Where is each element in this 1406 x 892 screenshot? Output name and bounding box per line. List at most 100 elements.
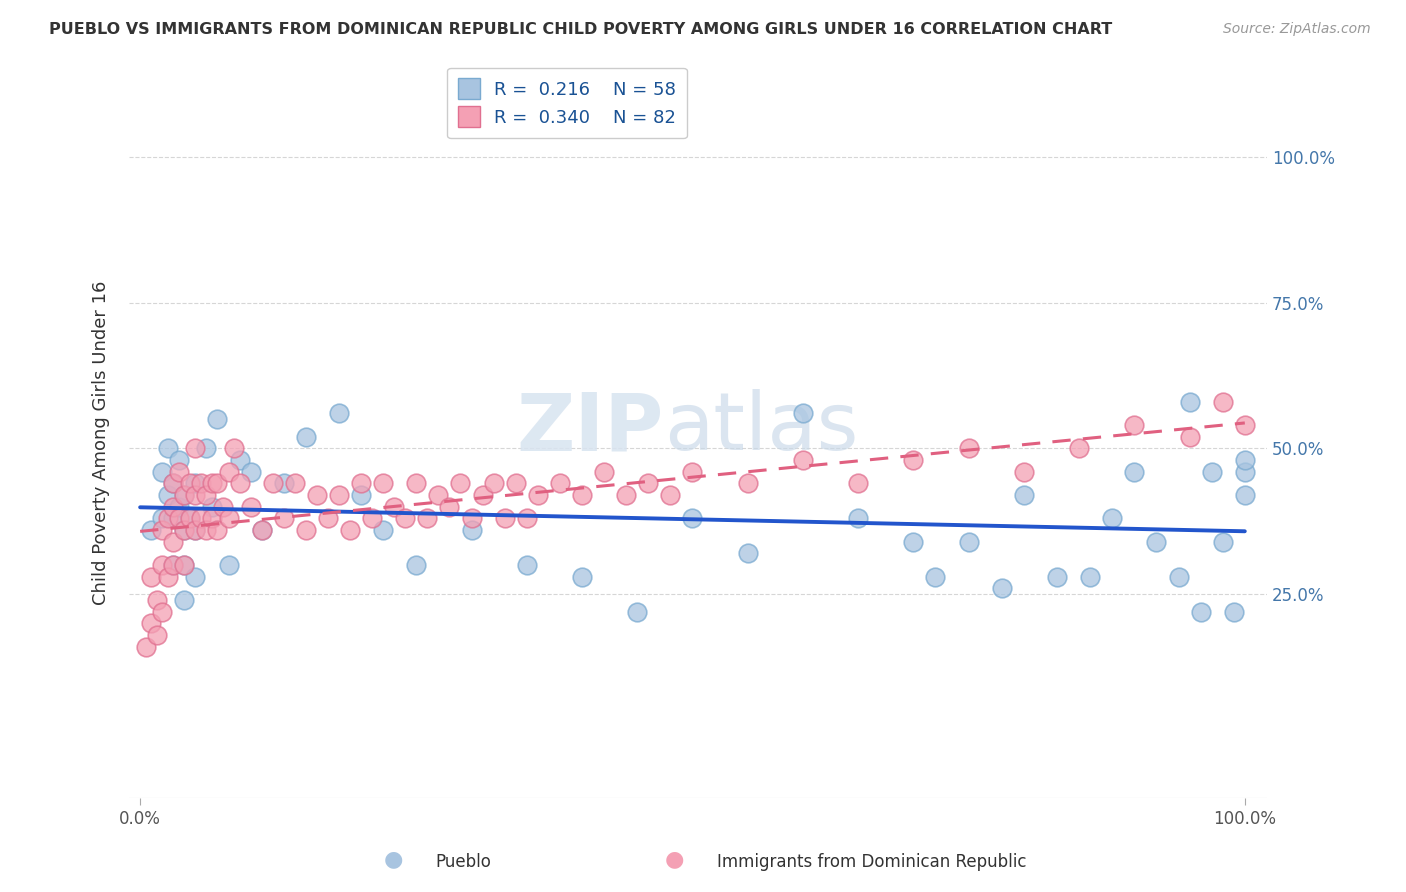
Legend: R =  0.216    N = 58, R =  0.340    N = 82: R = 0.216 N = 58, R = 0.340 N = 82 — [447, 68, 688, 138]
Point — [571, 569, 593, 583]
Point — [156, 511, 179, 525]
Point — [141, 523, 163, 537]
Point — [239, 465, 262, 479]
Point — [903, 534, 925, 549]
Point — [1212, 394, 1234, 409]
Point — [792, 453, 814, 467]
Point — [218, 558, 240, 572]
Point — [350, 488, 373, 502]
Point — [373, 523, 395, 537]
Point — [150, 511, 173, 525]
Point — [273, 476, 295, 491]
Point — [659, 488, 682, 502]
Point — [162, 511, 184, 525]
Point — [682, 465, 704, 479]
Point — [593, 465, 616, 479]
Point — [1178, 430, 1201, 444]
Point — [195, 523, 218, 537]
Point — [201, 500, 224, 514]
Point — [626, 605, 648, 619]
Point — [439, 500, 461, 514]
Point — [1178, 394, 1201, 409]
Point — [222, 442, 245, 456]
Point — [1233, 465, 1256, 479]
Point — [250, 523, 273, 537]
Point — [1046, 569, 1069, 583]
Point — [295, 523, 318, 537]
Point — [173, 488, 195, 502]
Point — [250, 523, 273, 537]
Point — [141, 616, 163, 631]
Point — [305, 488, 328, 502]
Point — [737, 476, 759, 491]
Point — [924, 569, 946, 583]
Point — [1101, 511, 1123, 525]
Point — [505, 476, 527, 491]
Point — [207, 476, 229, 491]
Point — [1233, 453, 1256, 467]
Point — [1012, 465, 1035, 479]
Point — [284, 476, 307, 491]
Point — [184, 523, 207, 537]
Point — [846, 476, 869, 491]
Point — [228, 476, 250, 491]
Point — [145, 628, 167, 642]
Point — [262, 476, 284, 491]
Text: ●: ● — [384, 850, 404, 870]
Point — [637, 476, 659, 491]
Point — [156, 442, 179, 456]
Point — [1123, 418, 1146, 433]
Point — [957, 442, 980, 456]
Point — [382, 500, 405, 514]
Point — [162, 534, 184, 549]
Point — [201, 476, 224, 491]
Point — [903, 453, 925, 467]
Text: Source: ZipAtlas.com: Source: ZipAtlas.com — [1223, 22, 1371, 37]
Point — [316, 511, 339, 525]
Point — [1123, 465, 1146, 479]
Point — [162, 500, 184, 514]
Point — [201, 511, 224, 525]
Point — [207, 523, 229, 537]
Point — [427, 488, 450, 502]
Point — [1144, 534, 1167, 549]
Text: ZIP: ZIP — [516, 389, 664, 467]
Point — [494, 511, 516, 525]
Point — [450, 476, 472, 491]
Point — [195, 488, 218, 502]
Point — [162, 476, 184, 491]
Point — [162, 476, 184, 491]
Point — [460, 511, 482, 525]
Point — [846, 511, 869, 525]
Point — [141, 569, 163, 583]
Point — [173, 488, 195, 502]
Point — [212, 500, 235, 514]
Point — [548, 476, 571, 491]
Point — [792, 406, 814, 420]
Point — [295, 430, 318, 444]
Point — [394, 511, 416, 525]
Point — [1212, 534, 1234, 549]
Point — [162, 558, 184, 572]
Point — [167, 465, 190, 479]
Point — [339, 523, 361, 537]
Point — [471, 488, 494, 502]
Point — [1222, 605, 1244, 619]
Point — [179, 511, 201, 525]
Point — [218, 511, 240, 525]
Point — [328, 406, 350, 420]
Point — [135, 640, 157, 654]
Point — [162, 558, 184, 572]
Point — [156, 488, 179, 502]
Point — [373, 476, 395, 491]
Point — [218, 465, 240, 479]
Y-axis label: Child Poverty Among Girls Under 16: Child Poverty Among Girls Under 16 — [93, 280, 110, 605]
Text: atlas: atlas — [664, 389, 858, 467]
Point — [167, 511, 190, 525]
Point — [516, 511, 538, 525]
Point — [184, 488, 207, 502]
Point — [173, 593, 195, 607]
Point — [957, 534, 980, 549]
Point — [173, 523, 195, 537]
Point — [405, 558, 427, 572]
